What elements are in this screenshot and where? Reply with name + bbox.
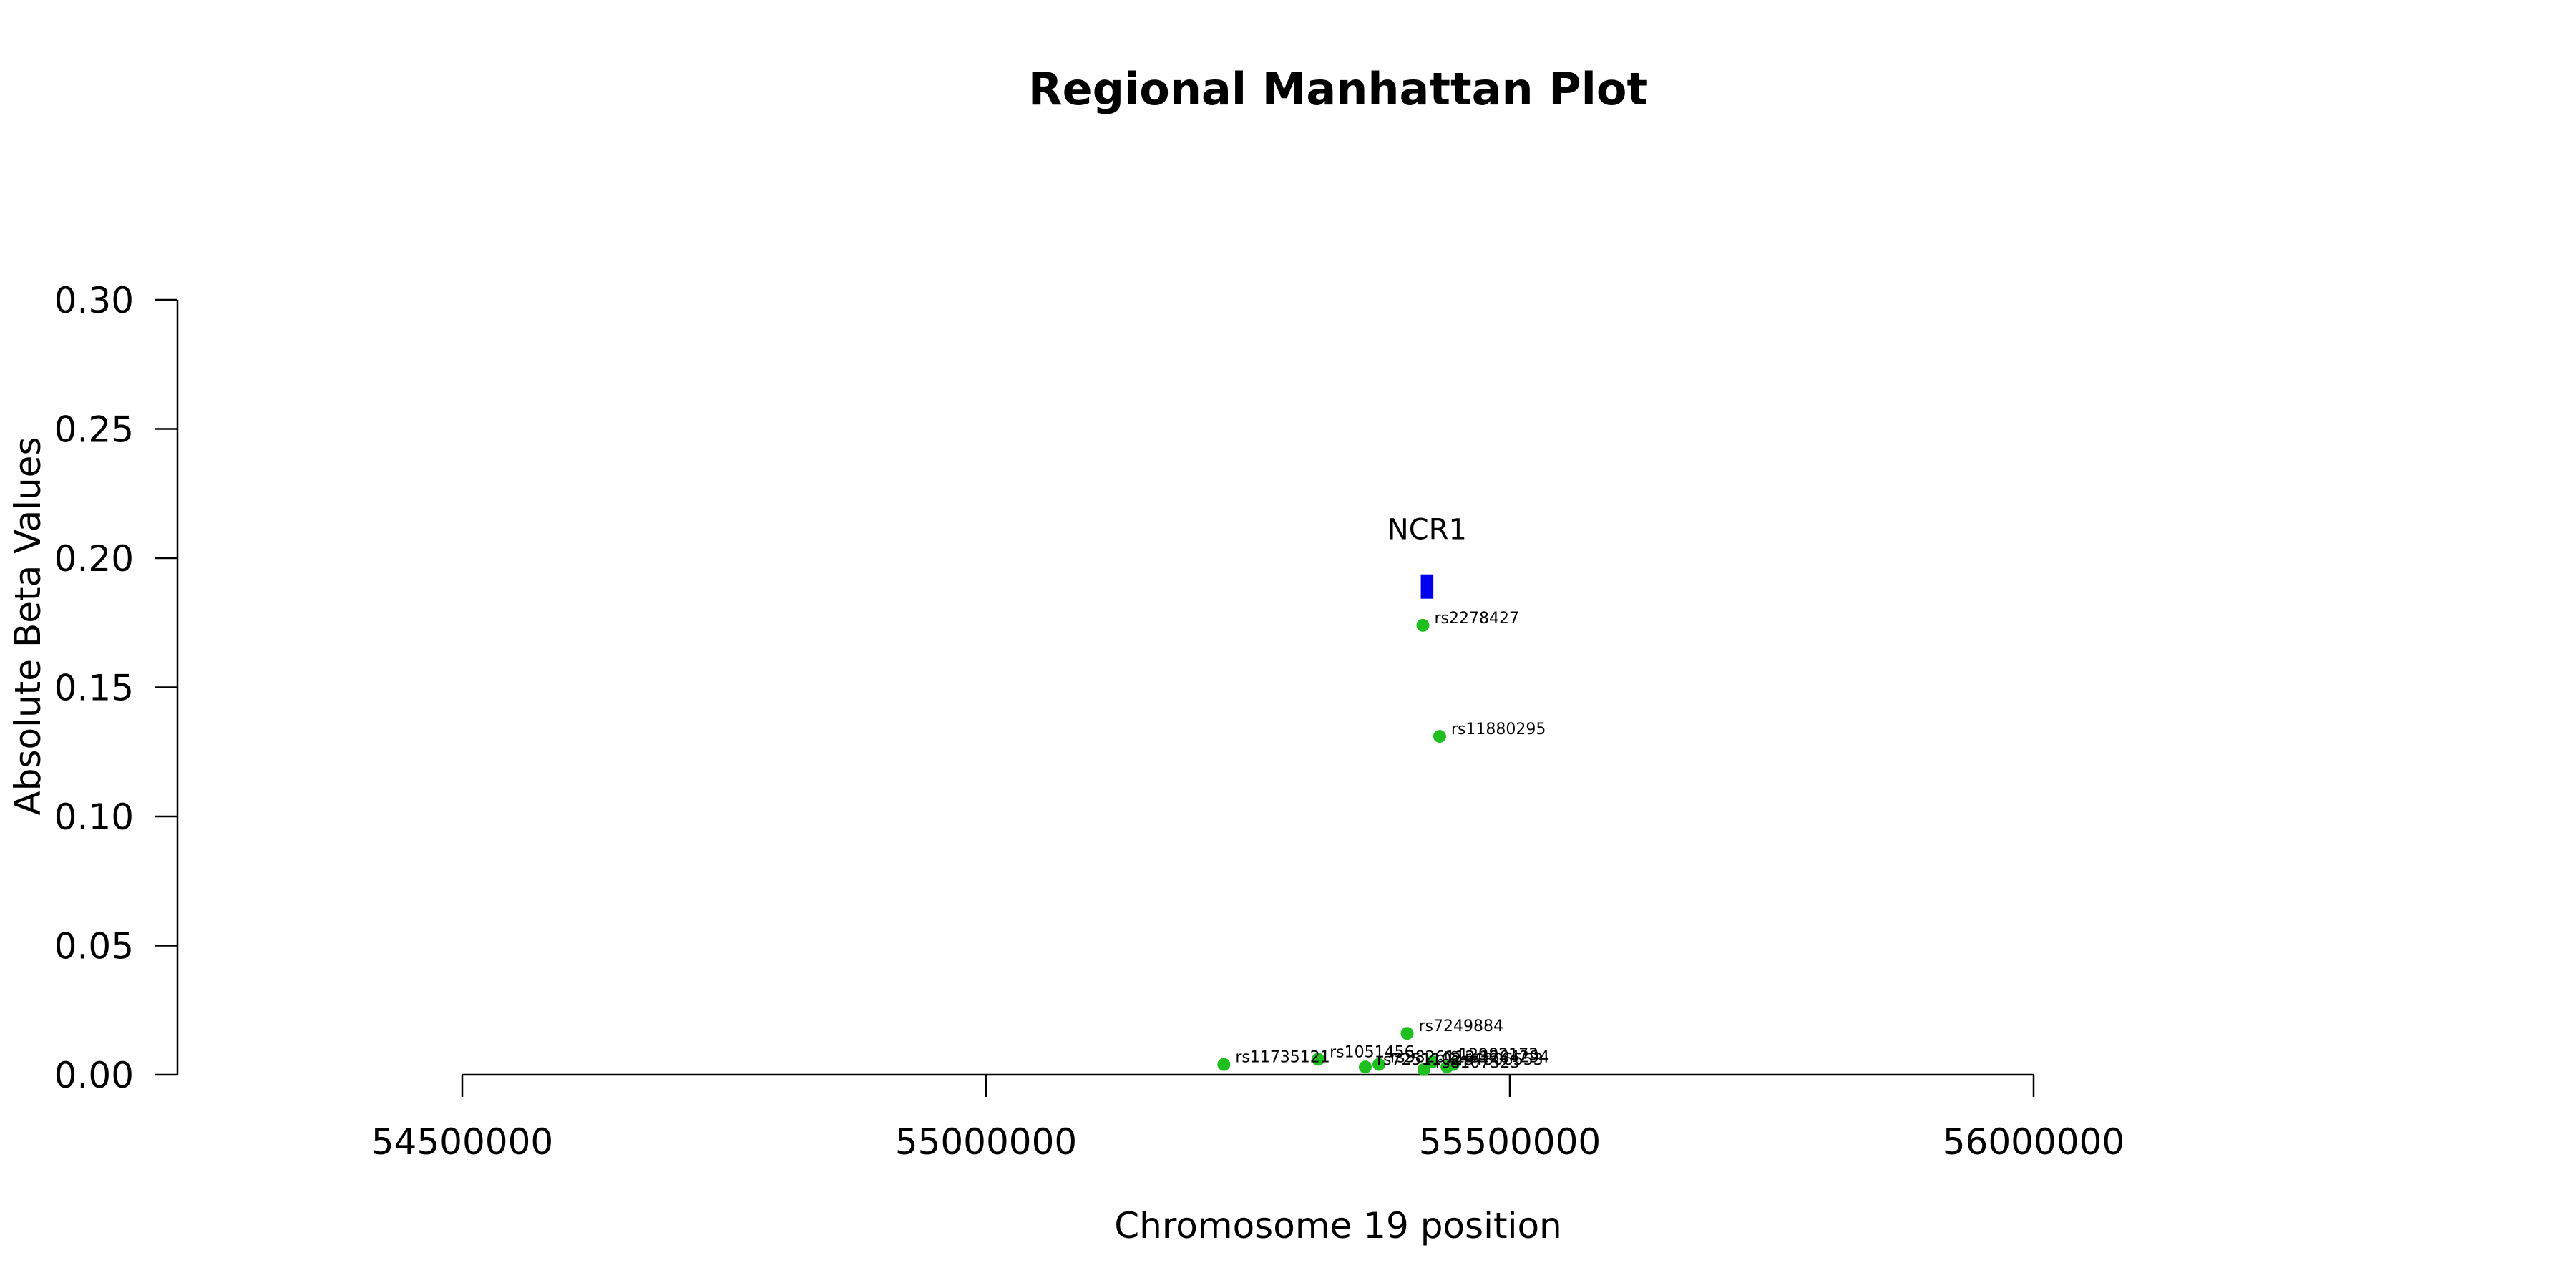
snp-label: rs7249884	[1419, 1018, 1503, 1035]
snp-point	[1417, 1063, 1430, 1076]
gene-label: NCR1	[1387, 514, 1467, 547]
snp-point	[1400, 1027, 1414, 1040]
x-ticks: 54500000 55000000 55500000 56000000	[371, 1075, 2125, 1163]
snp-point	[1372, 1058, 1385, 1071]
snp-label: rs4806553	[1458, 1051, 1543, 1069]
x-tick-label: 55500000	[1419, 1121, 1601, 1163]
snp-label: rs8107323	[1435, 1054, 1521, 1072]
gene-ncr1-block	[1420, 574, 1434, 599]
y-tick-label: 0.05	[54, 926, 134, 967]
x-tick-label: 56000000	[1943, 1121, 2125, 1163]
y-tick-label: 0.25	[54, 409, 134, 451]
snp-point	[1440, 1060, 1454, 1074]
snp-point	[1416, 618, 1430, 632]
y-ticks: 0.00 0.05 0.10 0.15 0.20 0.25 0.30	[54, 280, 177, 1096]
snp-label: rs1204294	[1465, 1049, 1549, 1067]
y-tick-label: 0.00	[54, 1055, 134, 1096]
snp-label: rs7251102	[1377, 1051, 1462, 1069]
x-tick-label: 54500000	[371, 1121, 554, 1163]
points-layer	[1217, 618, 1460, 1076]
snp-point	[1433, 730, 1446, 743]
axes	[176, 300, 2034, 1076]
y-tick-label: 0.15	[54, 668, 134, 709]
snp-label: rs12982173	[1444, 1046, 1538, 1064]
snp-point	[1217, 1058, 1231, 1071]
x-axis-title: Chromosome 19 position	[1114, 1205, 1562, 1246]
snp-label: rs11735121	[1235, 1049, 1330, 1067]
snp-label: rs11880295	[1451, 721, 1546, 738]
chart-title: Regional Manhattan Plot	[1028, 63, 1648, 115]
gene-layer: NCR1	[1387, 514, 1467, 599]
snp-point	[1358, 1060, 1372, 1074]
snp-label: rs1051456	[1330, 1043, 1415, 1061]
snp-label: rs3826112	[1390, 1049, 1475, 1067]
y-tick-label: 0.20	[54, 538, 134, 580]
y-tick-label: 0.30	[54, 280, 134, 321]
y-tick-label: 0.10	[54, 796, 134, 838]
snp-point	[1312, 1053, 1325, 1066]
y-axis-title: Absolute Beta Values	[7, 437, 49, 816]
snp-label: rs2278427	[1434, 610, 1519, 628]
x-tick-label: 55000000	[895, 1121, 1078, 1163]
snp-point	[1425, 1055, 1439, 1068]
